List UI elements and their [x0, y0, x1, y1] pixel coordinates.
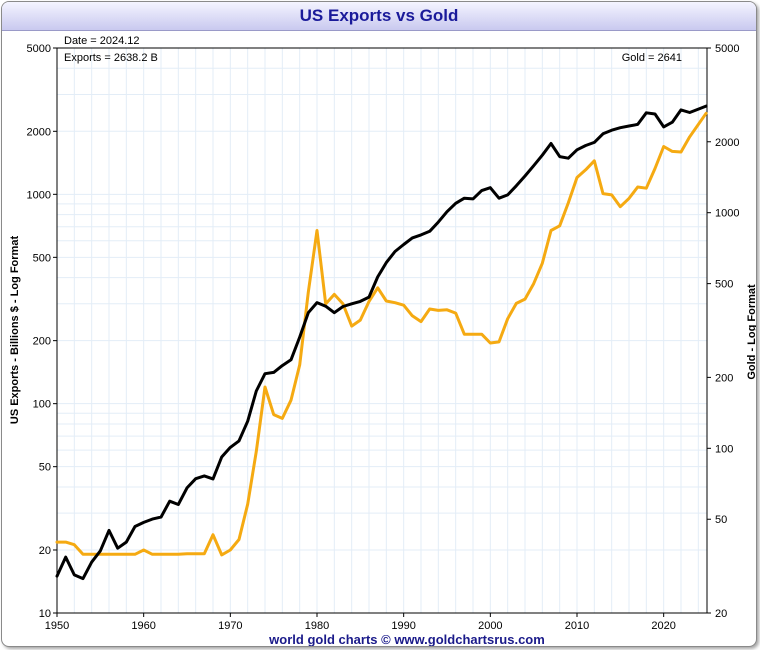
grid	[56, 47, 707, 614]
chart-title: US Exports vs Gold	[299, 6, 459, 25]
series-lines	[55, 104, 708, 581]
x-tick-label: 2010	[565, 620, 589, 632]
ticks: 1950 1960 1970 1980 1990 2000 2010 2020 10 20 50 10…	[27, 43, 740, 632]
y-right-tick-label: 100	[715, 443, 733, 455]
y-left-tick-label: 500	[33, 252, 51, 264]
y-right-tick-label: 50	[715, 514, 727, 526]
y-right-tick-label: 200	[715, 372, 733, 384]
x-tick-label: 1960	[131, 620, 155, 632]
title-bar: US Exports vs Gold	[2, 2, 756, 31]
series-line-us-exports	[55, 104, 708, 581]
y-right-label: Gold - Log Format	[746, 284, 757, 380]
x-tick-label: 2020	[651, 620, 675, 632]
x-tick-label: 2000	[478, 620, 502, 632]
y-right-tick-label: 5000	[715, 43, 739, 55]
x-tick-label: 1950	[45, 620, 69, 632]
y-right-tick-label: 20	[715, 608, 727, 620]
date-annotation: Date = 2024.12	[64, 35, 140, 47]
y-left-tick-label: 20	[39, 545, 51, 557]
y-left-tick-label: 100	[33, 399, 51, 411]
series-line-gold	[55, 111, 708, 557]
x-tick-label: 1970	[218, 620, 242, 632]
x-tick-label: 1990	[391, 620, 415, 632]
y-right-tick-label: 1000	[715, 208, 739, 220]
exports-annotation: Exports = 2638.2 B	[64, 52, 158, 64]
y-left-tick-label: 5000	[27, 43, 51, 55]
y-left-tick-label: 200	[33, 336, 51, 348]
y-left-label: US Exports - Billions $ - Log Format	[9, 236, 21, 425]
y-left-tick-label: 2000	[27, 126, 51, 138]
plot-border	[56, 47, 708, 614]
y-right-tick-label: 500	[715, 279, 733, 291]
footer-credit: world gold charts © www.goldchartsrus.co…	[268, 632, 545, 647]
y-left-tick-label: 10	[39, 608, 51, 620]
y-left-tick-label: 1000	[27, 189, 51, 201]
x-tick-label: 1980	[305, 620, 329, 632]
gold-annotation: Gold = 2641	[622, 52, 682, 64]
y-right-tick-label: 2000	[715, 137, 739, 149]
y-left-tick-label: 50	[39, 462, 51, 474]
